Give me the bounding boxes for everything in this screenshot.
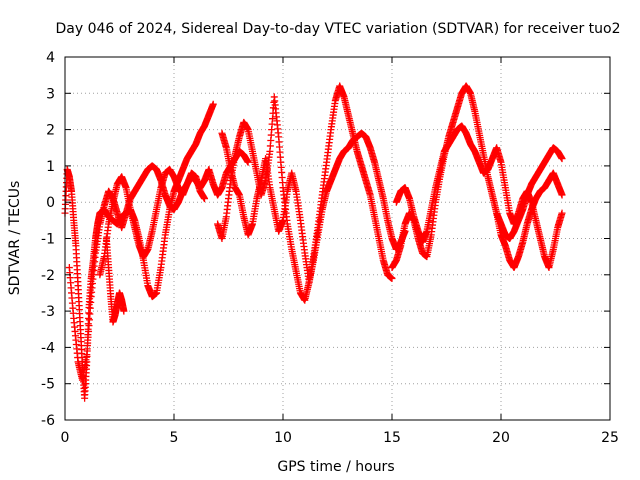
- data-point: [244, 158, 252, 166]
- series-group: [96, 166, 209, 279]
- x-tick-label: 25: [601, 430, 619, 446]
- y-tick-label: 2: [46, 123, 55, 139]
- y-tick-label: -4: [41, 340, 55, 356]
- y-tick-label: -5: [41, 377, 55, 393]
- y-tick-label: 4: [46, 50, 55, 66]
- series-group: [102, 235, 128, 326]
- series-group: [392, 122, 566, 272]
- x-tick-label: 0: [61, 430, 70, 446]
- y-tick-label: -1: [41, 232, 55, 248]
- chart-title: Day 046 of 2024, Sidereal Day-to-day VTE…: [55, 21, 620, 37]
- y-tick-label: 3: [46, 86, 55, 102]
- data-point: [558, 191, 566, 199]
- y-tick-label: -2: [41, 268, 55, 284]
- data-point: [558, 155, 566, 163]
- data-point: [209, 100, 217, 108]
- x-tick-label: 10: [274, 430, 292, 446]
- y-tick-label: 0: [46, 195, 55, 211]
- series-group: [493, 169, 566, 272]
- x-tick-label: 20: [492, 430, 510, 446]
- x-axis-label: GPS time / hours: [277, 459, 394, 475]
- data-point: [201, 195, 209, 203]
- data-series: [61, 82, 566, 402]
- x-tick-label: 5: [170, 430, 179, 446]
- data-point: [388, 274, 396, 282]
- series-group: [218, 129, 409, 286]
- data-point: [120, 307, 128, 315]
- y-tick-label: -6: [41, 413, 55, 429]
- data-point: [558, 209, 566, 217]
- grid: [65, 57, 610, 420]
- x-tick-label: 15: [383, 430, 401, 446]
- ticks: 0 5 10 15 20 25 -6 -5 -4 -3 -2 -1 0 1 2 3 4: [41, 50, 619, 446]
- y-tick-label: -3: [41, 304, 55, 320]
- y-tick-label: 1: [46, 159, 55, 175]
- y-axis-label: SDTVAR / TECUs: [7, 181, 23, 296]
